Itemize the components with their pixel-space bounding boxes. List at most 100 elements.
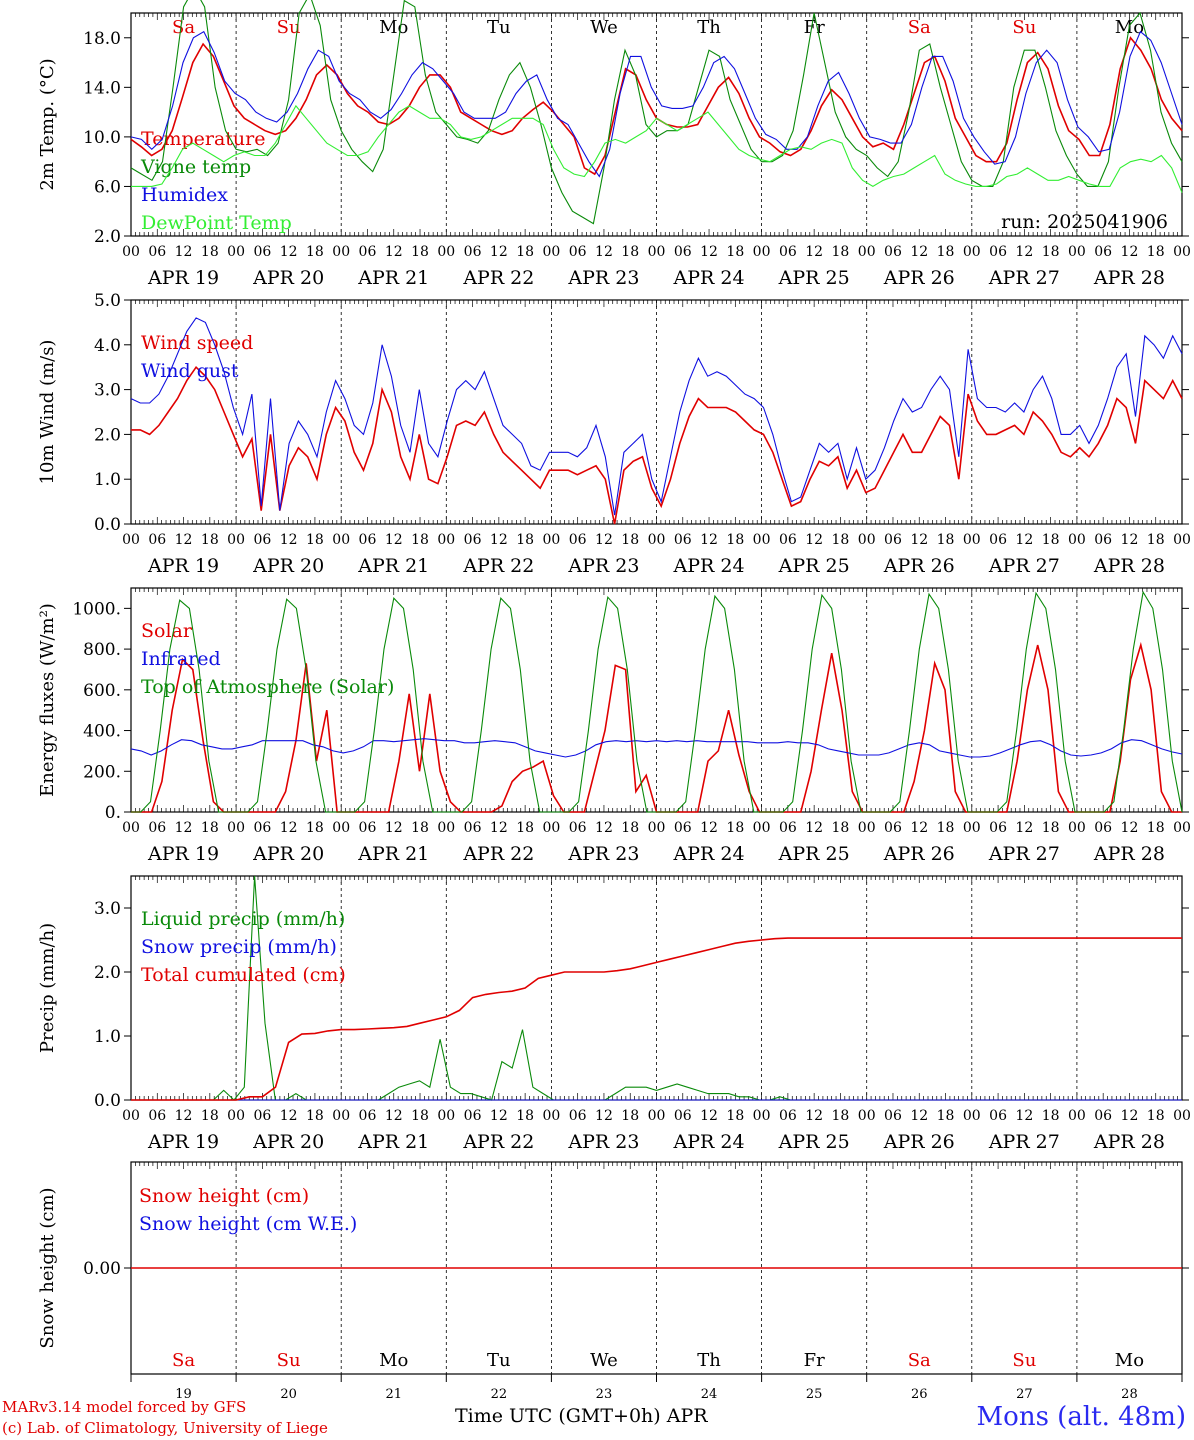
x-hour-label: 12	[385, 244, 403, 260]
x-hour-label: 00	[122, 1108, 140, 1124]
series-line-total-cumulated-cm-	[131, 937, 1182, 1101]
date-label: APR 21	[357, 267, 429, 289]
x-hour-label: 06	[359, 1108, 377, 1124]
x-hour-label: 12	[1015, 532, 1033, 548]
x-hour-label: 06	[989, 244, 1007, 260]
x-hour-label: 06	[253, 532, 271, 548]
x-hour-label: 12	[595, 1108, 613, 1124]
x-hour-label: 00	[542, 820, 560, 836]
legend-entry: DewPoint Temp	[141, 212, 292, 234]
x-hour-label: 12	[1015, 820, 1033, 836]
x-hour-label: 12	[700, 1108, 718, 1124]
x-hour-label: 00	[858, 244, 876, 260]
legend-entry: Snow height (cm W.E.)	[139, 1213, 357, 1235]
x-hour-label: 00	[648, 244, 666, 260]
x-hour-label: 12	[490, 244, 508, 260]
x-hour-label: 18	[306, 532, 324, 548]
date-label: APR 19	[147, 555, 219, 577]
x-hour-label: 00	[648, 1108, 666, 1124]
y-tick-label: 0.	[105, 803, 121, 823]
date-label: APR 20	[252, 555, 324, 577]
x-hour-label: 00	[858, 820, 876, 836]
x-hour-label: 06	[1094, 244, 1112, 260]
x-hour-label: 12	[700, 532, 718, 548]
series-line-top-of-atmosphere-solar-	[131, 590, 1183, 813]
weekday-label: Sa	[908, 1350, 931, 1371]
y-axis-label: Energy fluxes (W/m²)	[37, 603, 58, 797]
x-hour-label: 00	[1173, 1108, 1191, 1124]
y-tick-label: 0.00	[83, 1259, 121, 1279]
x-hour-label: 18	[201, 1108, 219, 1124]
x-hour-label: 06	[674, 820, 692, 836]
x-hour-label: 18	[411, 1108, 429, 1124]
x-hour-label: 12	[490, 532, 508, 548]
date-label: APR 26	[883, 267, 955, 289]
weekday-label: Sa	[172, 1350, 195, 1371]
date-label: APR 26	[883, 1131, 955, 1153]
x-hour-label: 18	[937, 1108, 955, 1124]
x-hour-label: 12	[1121, 244, 1139, 260]
x-hour-label: 18	[1147, 244, 1165, 260]
date-label: APR 20	[252, 1131, 324, 1153]
y-axis-label: 10m Wind (m/s)	[37, 340, 58, 485]
x-hour-label: 06	[1094, 532, 1112, 548]
weekday-label: Mo	[379, 17, 408, 38]
x-hour-label: 00	[1068, 532, 1086, 548]
x-hour-label: 06	[464, 820, 482, 836]
day-number-label: 25	[806, 1387, 823, 1400]
x-hour-label: 12	[1015, 1108, 1033, 1124]
date-label: APR 21	[357, 555, 429, 577]
x-hour-label: 00	[1173, 820, 1191, 836]
x-hour-label: 00	[753, 820, 771, 836]
y-tick-label: 0.0	[94, 1091, 121, 1111]
date-label: APR 28	[1093, 267, 1165, 289]
x-hour-label: 06	[674, 1108, 692, 1124]
x-hour-label: 06	[569, 820, 587, 836]
x-hour-label: 18	[1042, 532, 1060, 548]
x-hour-label: 00	[858, 1108, 876, 1124]
x-hour-label: 12	[175, 820, 193, 836]
date-label: APR 23	[567, 267, 639, 289]
x-hour-label: 12	[595, 244, 613, 260]
day-number-label: 22	[491, 1387, 508, 1400]
x-hour-label: 06	[359, 820, 377, 836]
x-hour-label: 18	[832, 1108, 850, 1124]
x-hour-label: 12	[385, 532, 403, 548]
date-label: APR 19	[147, 267, 219, 289]
x-hour-label: 12	[910, 1108, 928, 1124]
y-tick-label: 400.	[83, 722, 121, 742]
x-hour-label: 12	[805, 532, 823, 548]
legend-entry: Total cumulated (cm)	[141, 964, 346, 986]
x-hour-label: 06	[1094, 1108, 1112, 1124]
x-hour-label: 12	[490, 820, 508, 836]
date-label: APR 25	[778, 555, 850, 577]
x-hour-label: 18	[411, 244, 429, 260]
x-hour-label: 18	[832, 244, 850, 260]
x-hour-label: 12	[490, 1108, 508, 1124]
y-tick-label: 18.0	[83, 29, 121, 49]
y-tick-label: 14.0	[83, 78, 121, 98]
date-label: APR 20	[252, 843, 324, 865]
x-hour-label: 12	[805, 1108, 823, 1124]
date-label: APR 22	[462, 267, 534, 289]
x-hour-label: 06	[359, 244, 377, 260]
x-hour-label: 06	[779, 244, 797, 260]
x-hour-label: 06	[569, 532, 587, 548]
legend-entry: Wind gust	[141, 360, 239, 382]
date-label: APR 24	[673, 1131, 745, 1153]
x-hour-label: 12	[700, 820, 718, 836]
x-hour-label: 18	[516, 820, 534, 836]
weekday-label: We	[590, 1350, 618, 1371]
y-tick-label: 2.0	[94, 425, 121, 445]
series-line-humidex	[130, 30, 1183, 178]
x-hour-label: 00	[1173, 532, 1191, 548]
x-hour-label: 12	[910, 532, 928, 548]
date-label: APR 26	[883, 843, 955, 865]
x-hour-label: 06	[989, 820, 1007, 836]
x-hour-label: 06	[884, 244, 902, 260]
weekday-label: Sa	[908, 17, 931, 38]
x-hour-label: 06	[148, 820, 166, 836]
x-hour-label: 00	[648, 532, 666, 548]
x-hour-label: 06	[148, 244, 166, 260]
day-number-label: 27	[1016, 1387, 1033, 1400]
